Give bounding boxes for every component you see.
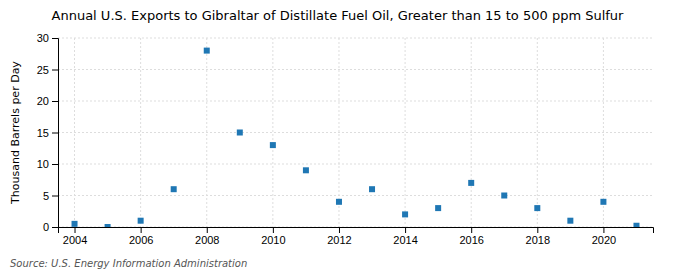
tick-label: 10 <box>37 158 49 170</box>
tick-label: 20 <box>37 95 49 107</box>
axis-line <box>52 39 59 228</box>
grid-line <box>405 38 406 227</box>
tick-label: 2018 <box>526 234 550 246</box>
point <box>435 205 441 211</box>
tick: 25 <box>37 64 58 76</box>
tick: 2012 <box>327 227 351 246</box>
point <box>171 186 177 192</box>
tick-label: 2014 <box>393 234 417 246</box>
grid-line <box>58 101 653 102</box>
tick-label: 2012 <box>327 234 351 246</box>
tick-label: 25 <box>37 64 49 76</box>
tick-mark <box>52 196 58 197</box>
point <box>336 199 342 205</box>
annotation: Source: U.S. Energy Information Administ… <box>10 258 247 269</box>
tick-mark <box>405 227 406 233</box>
y-axis: 0 5 10 15 20 25 30 <box>37 32 59 233</box>
grid-line <box>58 69 653 70</box>
point <box>534 205 540 211</box>
tick-mark <box>52 133 58 134</box>
tick-label: 2010 <box>261 234 285 246</box>
point <box>402 211 408 217</box>
point <box>468 180 474 186</box>
grid-line <box>603 38 604 227</box>
tick-label: 2008 <box>195 234 219 246</box>
point <box>369 186 375 192</box>
tick: 20 <box>37 95 58 107</box>
tick: 2004 <box>63 227 87 246</box>
grid-line <box>58 195 653 196</box>
tick-mark <box>52 70 58 71</box>
point <box>303 167 309 173</box>
tick-label: 5 <box>43 190 49 202</box>
points <box>72 48 640 227</box>
tick: 2010 <box>261 227 285 246</box>
tick: 2006 <box>129 227 153 246</box>
tick-mark <box>52 38 58 39</box>
point <box>105 224 111 227</box>
x-axis: 2004 2006 2008 2010 2012 2014 2016 2018 2020 <box>59 227 654 246</box>
tick-mark <box>537 227 538 233</box>
tick: 2014 <box>393 227 417 246</box>
tick-mark <box>603 227 604 233</box>
tick-mark <box>52 164 58 165</box>
grid <box>58 38 653 227</box>
point <box>138 218 144 224</box>
tick-mark <box>207 227 208 233</box>
grid-line <box>58 38 653 39</box>
point <box>633 223 639 227</box>
tick: 2008 <box>195 227 219 246</box>
tick: 0 <box>43 221 58 233</box>
tick: 2016 <box>459 227 483 246</box>
y-axis-title: Thousand Barrels per Day <box>9 61 22 205</box>
point <box>72 221 78 227</box>
tick-mark <box>141 227 142 233</box>
tick-label: 2006 <box>129 234 153 246</box>
grid-line <box>140 38 141 227</box>
tick-mark <box>471 227 472 233</box>
point <box>270 142 276 148</box>
grid-line <box>58 164 653 165</box>
point <box>600 199 606 205</box>
tick-mark <box>339 227 340 233</box>
tick-mark <box>52 101 58 102</box>
chart: 2004 2006 2008 2010 2012 2014 2016 2018 2020 0 5 10… <box>0 0 675 275</box>
grid-line <box>74 38 75 227</box>
tick-label: 30 <box>37 32 49 44</box>
title: Annual U.S. Exports to Gibraltar of Dist… <box>52 8 625 23</box>
point <box>237 130 243 136</box>
plot: 2004 2006 2008 2010 2012 2014 2016 2018 2020 0 5 10… <box>37 32 654 246</box>
tick: 15 <box>37 127 58 139</box>
tick: 30 <box>37 32 58 44</box>
tick-mark <box>273 227 274 233</box>
point <box>501 193 507 199</box>
axis-line <box>59 228 654 234</box>
tick-label: 2020 <box>592 234 616 246</box>
grid-line <box>471 38 472 227</box>
grid-line <box>272 38 273 227</box>
tick-mark <box>75 227 76 233</box>
tick-label: 0 <box>43 221 49 233</box>
tick: 10 <box>37 158 58 170</box>
tick-label: 15 <box>37 127 49 139</box>
grid-line <box>206 38 207 227</box>
grid-line <box>338 38 339 227</box>
tick-label: 2004 <box>63 234 87 246</box>
point <box>567 218 573 224</box>
tick-label: 2016 <box>459 234 483 246</box>
tick: 5 <box>43 190 58 202</box>
point <box>204 48 210 54</box>
grid-line <box>58 132 653 133</box>
grid-line <box>537 38 538 227</box>
tick: 2018 <box>526 227 550 246</box>
tick: 2020 <box>592 227 616 246</box>
tick-mark <box>52 227 58 228</box>
